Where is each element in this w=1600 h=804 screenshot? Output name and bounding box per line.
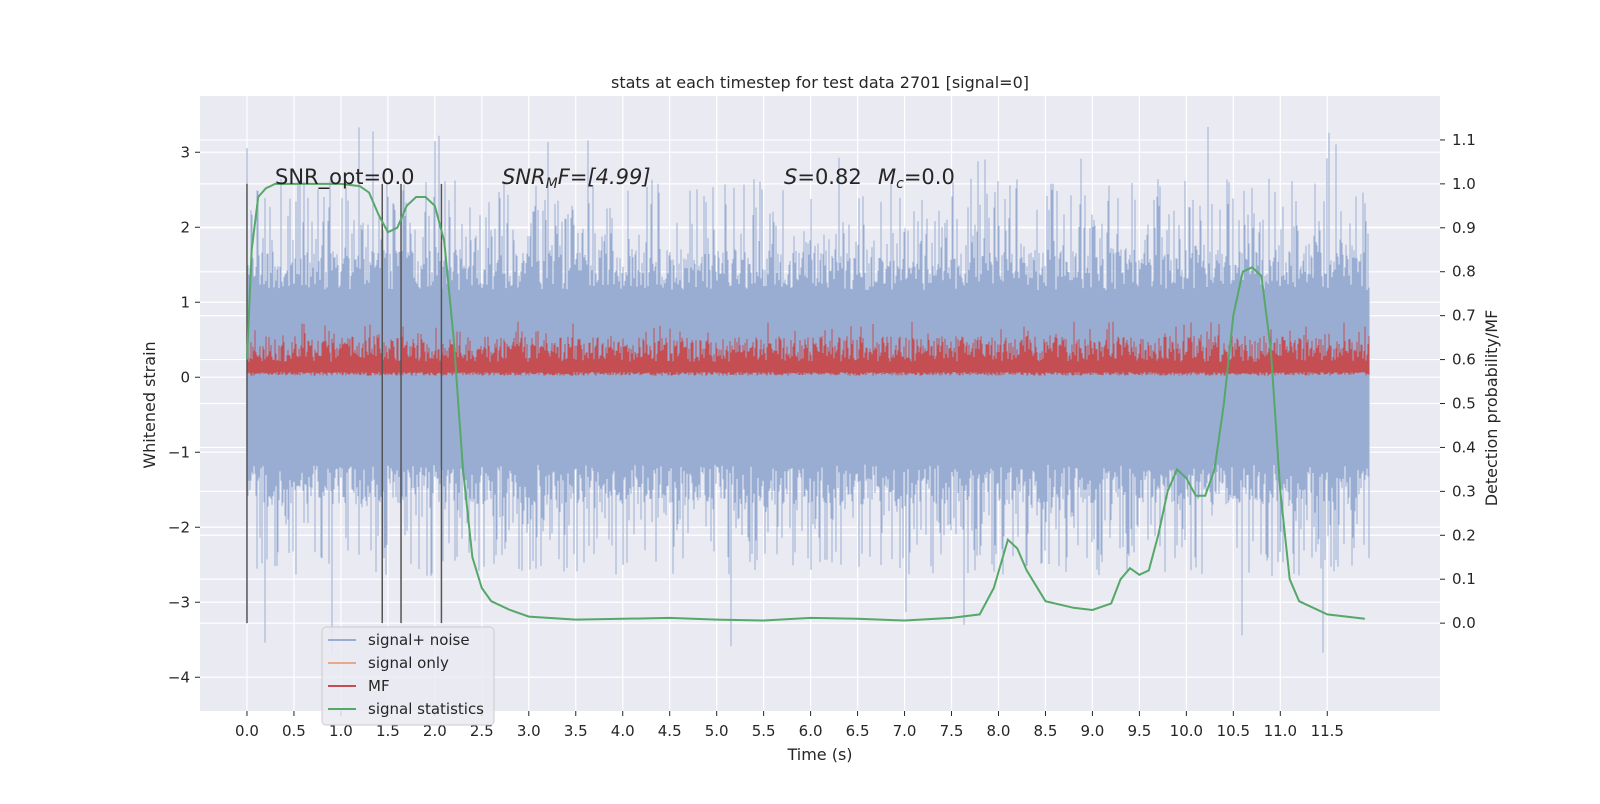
x-tick-label: 8.5 bbox=[1034, 722, 1058, 740]
y-tick-label: 1 bbox=[180, 293, 190, 311]
legend-label-stats: signal statistics bbox=[368, 700, 484, 718]
legend-label-signal-only: signal only bbox=[368, 654, 449, 672]
x-tick-label: 10.0 bbox=[1170, 722, 1203, 740]
y-ticks: 3 2 1 0 −1 −2 −3 −4 bbox=[168, 143, 200, 686]
y2-tick-label: 0.8 bbox=[1452, 263, 1476, 281]
annotation-mc: Mc=0.0 bbox=[878, 165, 955, 192]
x-tick-label: 0.5 bbox=[282, 722, 306, 740]
x-tick-label: 5.5 bbox=[752, 722, 776, 740]
legend: signal+ noise signal only MF signal stat… bbox=[321, 626, 495, 726]
y-axis-label: Whitened strain bbox=[140, 341, 159, 468]
y2-tick-label: 0.9 bbox=[1452, 219, 1476, 237]
x-tick-label: 6.5 bbox=[846, 722, 870, 740]
y2-tick-label: 0.0 bbox=[1452, 614, 1476, 632]
y-tick-label: −2 bbox=[168, 518, 190, 536]
y2-tick-label: 0.3 bbox=[1452, 482, 1476, 500]
x-tick-label: 11.0 bbox=[1264, 722, 1297, 740]
vertical-markers bbox=[246, 183, 443, 624]
legend-label-noise: signal+ noise bbox=[368, 631, 470, 649]
y2-tick-label: 0.5 bbox=[1452, 395, 1476, 413]
x-ticks: 0.0 0.5 1.0 1.5 2.0 2.5 3.0 3.5 4.0 4.5 5.0 5.5 6.0 6… bbox=[235, 711, 1344, 740]
signal-statistics-line bbox=[246, 182, 1365, 622]
annotation-snr-opt: SNR_opt=0.0 bbox=[275, 165, 415, 190]
x-tick-label: 10.5 bbox=[1217, 722, 1250, 740]
y2-tick-label: 1.0 bbox=[1452, 175, 1476, 193]
x-tick-label: 4.5 bbox=[658, 722, 682, 740]
y2-tick-label: 0.4 bbox=[1452, 438, 1476, 456]
x-axis-label: Time (s) bbox=[786, 745, 852, 764]
x-tick-label: 7.5 bbox=[940, 722, 964, 740]
x-tick-label: 1.5 bbox=[376, 722, 400, 740]
y-tick-label: −3 bbox=[168, 593, 190, 611]
annotation-s: S=0.82 bbox=[784, 165, 862, 189]
x-tick-label: 11.5 bbox=[1311, 722, 1344, 740]
y-tick-label: −1 bbox=[168, 443, 190, 461]
y2-ticks: 1.1 1.0 0.9 0.8 0.7 0.6 0.5 0.4 0.3 0.2 0.1 0.0 bbox=[1440, 131, 1476, 632]
x-tick-label: 6.0 bbox=[799, 722, 823, 740]
x-tick-label: 8.0 bbox=[987, 722, 1011, 740]
y2-axis-label: Detection probability/MF bbox=[1482, 310, 1501, 507]
x-tick-label: 3.5 bbox=[564, 722, 588, 740]
y2-tick-label: 0.1 bbox=[1452, 570, 1476, 588]
legend-label-mf: MF bbox=[368, 677, 390, 695]
x-tick-label: 1.0 bbox=[329, 722, 353, 740]
y-tick-label: 2 bbox=[180, 218, 190, 236]
y2-tick-label: 0.7 bbox=[1452, 307, 1476, 325]
y2-tick-label: 1.1 bbox=[1452, 131, 1476, 149]
x-tick-label: 5.0 bbox=[705, 722, 729, 740]
y2-tick-label: 0.6 bbox=[1452, 351, 1476, 369]
legend-box bbox=[321, 626, 495, 726]
x-tick-label: 2.0 bbox=[423, 722, 447, 740]
x-tick-label: 3.0 bbox=[517, 722, 541, 740]
x-tick-label: 9.5 bbox=[1127, 722, 1151, 740]
x-tick-label: 9.0 bbox=[1080, 722, 1104, 740]
y-tick-label: 0 bbox=[180, 368, 190, 386]
chart-title: stats at each timestep for test data 270… bbox=[611, 73, 1029, 92]
x-tick-label: 7.0 bbox=[893, 722, 917, 740]
x-tick-label: 2.5 bbox=[470, 722, 494, 740]
y2-tick-label: 0.2 bbox=[1452, 526, 1476, 544]
annotation-snr-mf: SNRMF=[4.99] bbox=[502, 165, 651, 192]
y-tick-label: −4 bbox=[168, 668, 190, 686]
x-tick-label: 4.0 bbox=[611, 722, 635, 740]
x-tick-label: 0.0 bbox=[235, 722, 259, 740]
y-tick-label: 3 bbox=[180, 143, 190, 161]
